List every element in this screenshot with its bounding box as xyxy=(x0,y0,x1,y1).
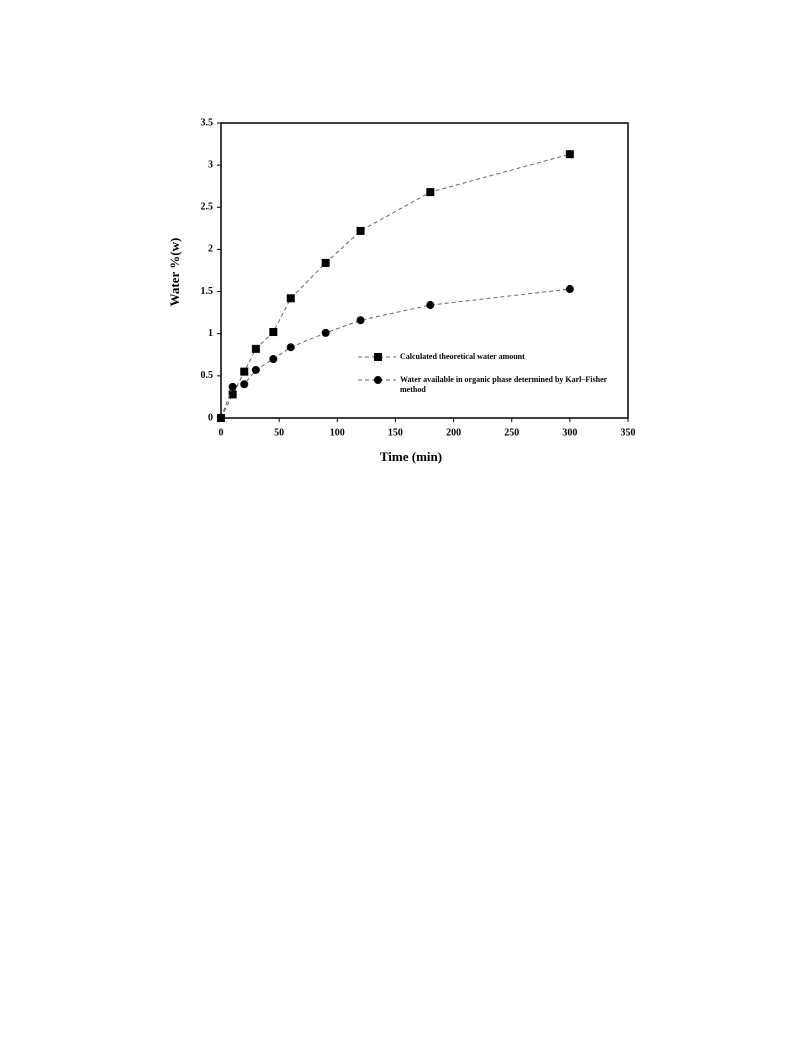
legend-marker xyxy=(374,353,382,361)
y-axis-label: Water %(w) xyxy=(167,238,182,307)
y-tick-label: 0 xyxy=(208,412,213,423)
x-tick-label: 150 xyxy=(388,427,403,438)
marker xyxy=(426,188,435,197)
series-line xyxy=(220,288,570,419)
marker xyxy=(251,344,260,353)
y-tick-label: 3 xyxy=(208,159,213,170)
marker xyxy=(356,316,365,325)
x-tick-label: 350 xyxy=(621,427,636,438)
marker xyxy=(286,343,295,352)
y-tick-label: 3.5 xyxy=(201,117,214,128)
legend-marker xyxy=(374,376,382,384)
x-tick-label: 50 xyxy=(274,427,284,438)
y-tick-label: 2.5 xyxy=(201,202,214,213)
legend-label: Water available in organic phase determi… xyxy=(400,375,608,394)
marker xyxy=(251,365,260,374)
x-tick-label: 200 xyxy=(446,427,461,438)
y-tick-label: 1 xyxy=(208,328,213,339)
plot-frame xyxy=(220,122,629,419)
marker xyxy=(240,380,249,389)
marker xyxy=(321,258,330,267)
marker xyxy=(217,414,225,422)
marker xyxy=(240,367,249,376)
marker xyxy=(228,390,237,399)
marker xyxy=(426,301,435,310)
marker xyxy=(565,285,574,294)
y-tick-label: 0.5 xyxy=(201,370,214,381)
marker xyxy=(321,328,330,337)
marker xyxy=(269,328,278,337)
x-axis-label: Time (min) xyxy=(380,449,442,464)
marker xyxy=(286,294,295,303)
y-tick-label: 2 xyxy=(208,244,213,255)
x-tick-label: 0 xyxy=(219,427,224,438)
y-tick-label: 1.5 xyxy=(201,286,214,297)
x-tick-label: 250 xyxy=(504,427,519,438)
x-tick-label: 100 xyxy=(330,427,345,438)
marker xyxy=(228,382,237,391)
marker xyxy=(565,150,574,159)
series-line xyxy=(220,153,570,419)
marker xyxy=(269,355,278,363)
x-tick-label: 300 xyxy=(562,427,577,438)
marker xyxy=(356,226,365,235)
legend-label: Calculated theoretical water amount xyxy=(400,352,525,361)
